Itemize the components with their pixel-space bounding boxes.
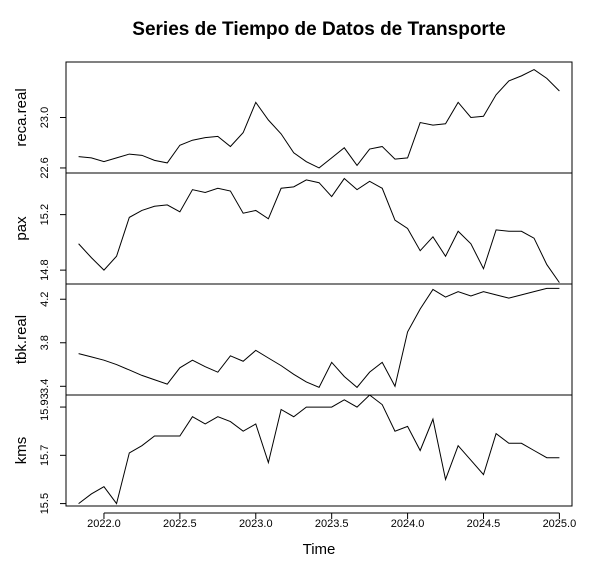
y-tick-label: 14.8 [39,259,51,280]
x-axis: 2022.0 2022.5 2023.0 2023.5 2024.0 2024.5 2025… [87,512,577,530]
chart-title: Series de Tiempo de Datos de Transporte [132,19,505,40]
x-axis-title: Time [303,541,336,558]
y-tick-label: 23.0 [39,107,51,128]
y-axis-reca-real: 22.6 23.0 [39,107,66,179]
y-axis-tbk-real: 3.4 3.8 4.2 [39,292,66,394]
series-line-kms [78,394,560,505]
x-tick-label: 2025.0 [543,518,577,530]
y-tick-label: 22.6 [39,157,51,178]
y-tick-label: 15.2 [39,204,51,225]
y-axis-title: tbk.real [13,315,30,364]
y-tick-label: 3.8 [39,335,51,350]
x-tick-label: 2024.0 [391,518,425,530]
x-tick-label: 2023.0 [239,518,273,530]
panel-frame [65,394,573,507]
y-tick-label: 4.2 [39,292,51,307]
x-tick-label: 2022.0 [87,518,121,530]
y-tick-label: 15.7 [39,445,51,466]
y-axis-title: reca.real [13,88,30,146]
y-tick-label: 3.4 [39,379,51,394]
series-line-reca-real [78,68,560,169]
panel-kms: 15.5 15.7 15.93 kms [13,393,573,514]
y-axis-kms: 15.5 15.7 15.93 [39,393,66,514]
x-tick-label: 2024.5 [467,518,501,530]
series-line-tbk-real [78,287,560,389]
panel-pax: 14.8 15.2 pax [13,172,573,285]
series-line-pax [78,177,560,283]
x-tick-label: 2023.5 [315,518,349,530]
panels: 22.6 23.0 reca.real 14.8 15.2 pax 3.4 3.8 4.2 tbk… [13,61,573,514]
y-axis-title: pax [13,216,30,241]
y-tick-label: 15.5 [39,493,51,514]
y-axis-pax: 14.8 15.2 [39,204,66,281]
y-tick-label: 15.93 [39,393,51,421]
panel-tbk-real: 3.4 3.8 4.2 tbk.real [13,283,573,396]
x-tick-label: 2022.5 [163,518,197,530]
y-axis-title: kms [13,437,30,465]
